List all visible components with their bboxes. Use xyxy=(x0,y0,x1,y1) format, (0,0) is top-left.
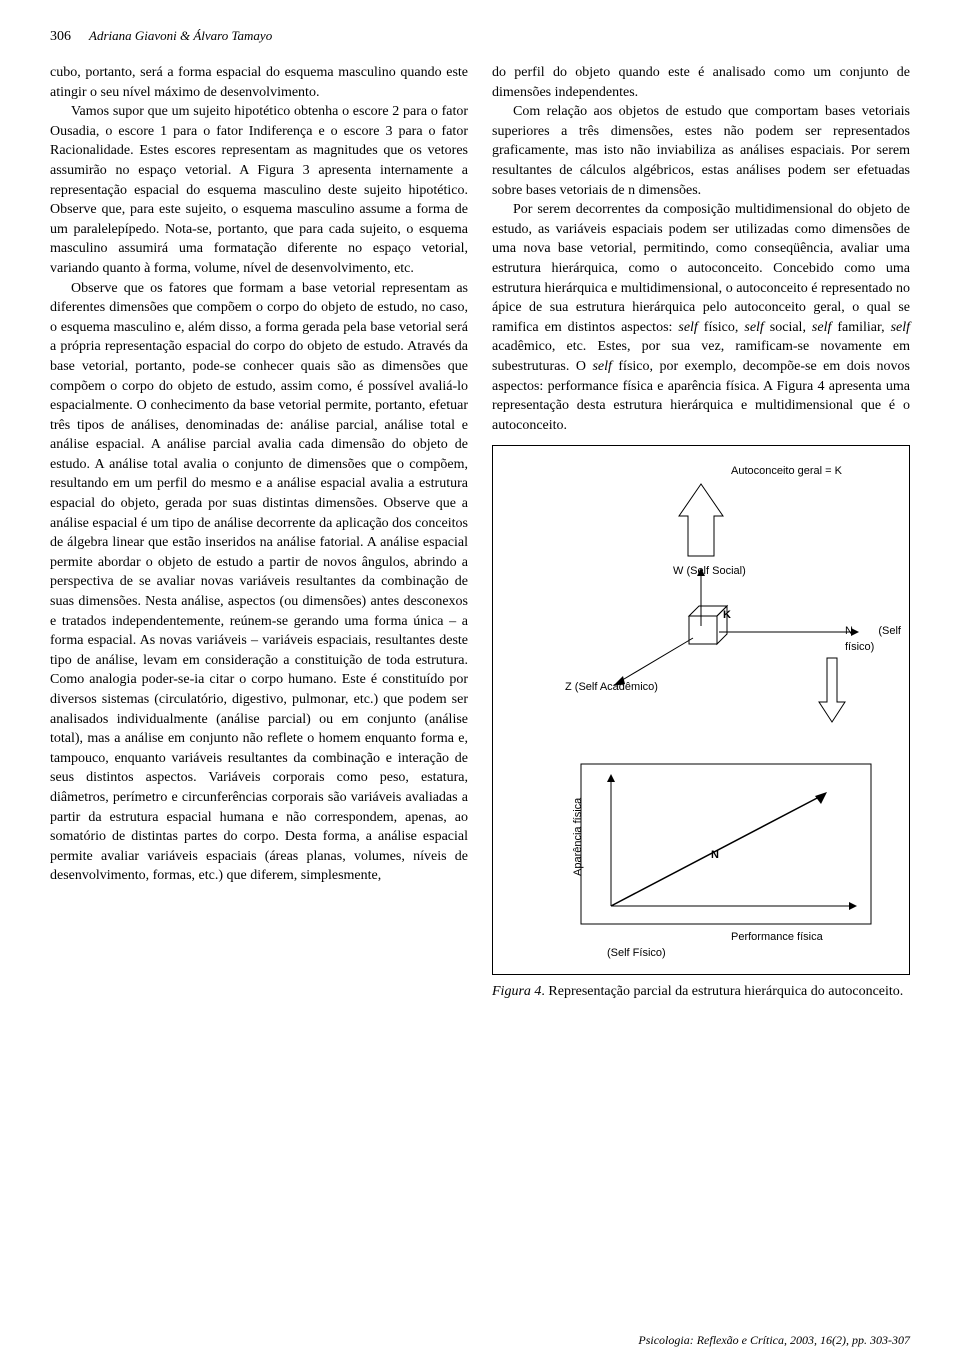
label-n-center: N xyxy=(711,848,719,863)
right-column: do perfil do objeto quando este é analis… xyxy=(492,63,910,1002)
left-column: cubo, portanto, será a forma espacial do… xyxy=(50,63,468,1002)
label-w: W (Self Social) xyxy=(673,564,746,579)
label-n-axis: N (Self físico) xyxy=(845,624,901,655)
diagram-bottom: Aparência física N Performance física (S… xyxy=(501,756,901,966)
para-2: Vamos supor que um sujeito hipotético ob… xyxy=(50,102,468,278)
para-1: cubo, portanto, será a forma espacial do… xyxy=(50,63,468,102)
label-self-fisico: (Self Físico) xyxy=(607,946,666,961)
caption-text: . Representação parcial da estrutura hie… xyxy=(541,984,903,999)
para-r2: Com relação aos objetos de estudo que co… xyxy=(492,102,910,200)
italic-run: self xyxy=(678,320,697,335)
italic-run: self xyxy=(812,320,831,335)
diagram-top: Autoconceito geral = K xyxy=(501,458,901,748)
para-r3: Por serem decorrentes da composição mult… xyxy=(492,200,910,435)
page-number: 306 xyxy=(50,29,71,45)
body-columns: cubo, portanto, será a forma espacial do… xyxy=(50,63,910,1002)
journal-footer: Psicologia: Reflexão e Crítica, 2003, 16… xyxy=(638,1333,910,1348)
authors: Adriana Giavoni & Álvaro Tamayo xyxy=(89,28,272,44)
bottom-svg xyxy=(501,756,901,966)
italic-run: self xyxy=(891,320,910,335)
top-svg xyxy=(501,458,901,748)
text-run: físico, xyxy=(698,320,745,335)
text-run: Por serem decorrentes da composição mult… xyxy=(492,202,910,335)
italic-run: self xyxy=(744,320,763,335)
italic-run: self xyxy=(592,359,611,374)
figure-caption: Figura 4. Representação parcial da estru… xyxy=(492,983,910,1002)
text-run: familiar, xyxy=(831,320,890,335)
caption-prefix: Figura 4 xyxy=(492,984,541,999)
para-3: Observe que os fatores que formam a base… xyxy=(50,279,468,886)
label-k: K xyxy=(723,608,731,623)
para-r1: do perfil do objeto quando este é analis… xyxy=(492,63,910,102)
figure-4: Autoconceito geral = K xyxy=(492,445,910,975)
label-aparencia: Aparência física xyxy=(571,798,586,876)
label-z: Z (Self Acadêmico) xyxy=(565,680,658,695)
text-run: social, xyxy=(764,320,812,335)
label-performance: Performance física xyxy=(731,930,823,945)
page-header: 306 Adriana Giavoni & Álvaro Tamayo xyxy=(50,28,910,45)
